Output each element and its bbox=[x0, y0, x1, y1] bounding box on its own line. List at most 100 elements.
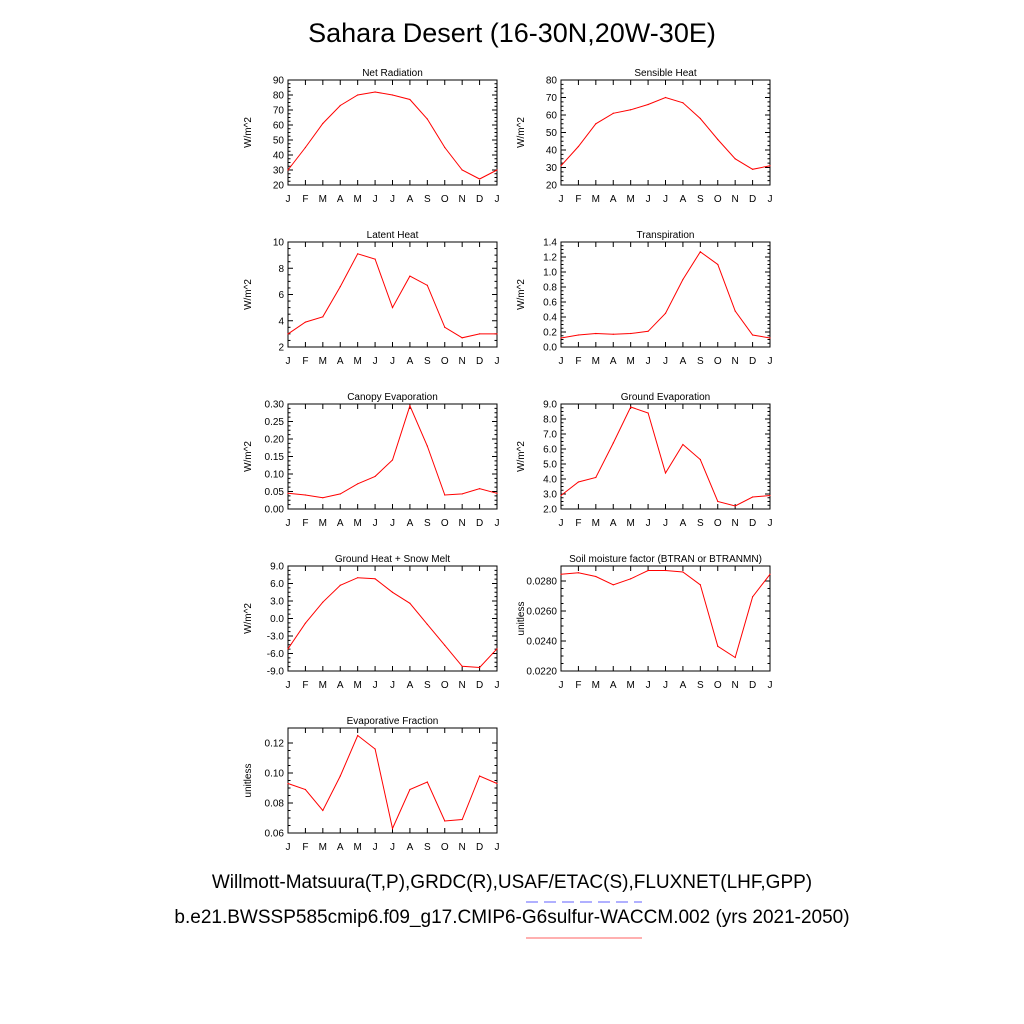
panel-title: Soil moisture factor (BTRAN or BTRANMN) bbox=[569, 554, 762, 565]
y-tick-label: 7.0 bbox=[543, 430, 557, 441]
y-tick-label: 0.25 bbox=[265, 417, 285, 428]
data-point bbox=[391, 307, 394, 309]
data-point bbox=[287, 782, 289, 785]
x-tick-label: A bbox=[680, 680, 687, 691]
y-tick-label: -9.0 bbox=[267, 667, 285, 678]
data-point bbox=[478, 488, 481, 490]
data-point bbox=[682, 571, 684, 573]
x-tick-label: O bbox=[714, 356, 722, 367]
data-point bbox=[612, 112, 614, 114]
data-point bbox=[444, 494, 446, 496]
x-tick-label: N bbox=[459, 842, 466, 853]
data-point bbox=[461, 665, 463, 667]
x-tick-label: M bbox=[319, 680, 327, 691]
x-tick-label: J bbox=[768, 194, 773, 205]
data-point bbox=[391, 459, 394, 461]
y-tick-label: 0.0 bbox=[270, 614, 284, 625]
x-tick-label: J bbox=[286, 194, 291, 205]
x-tick-label: J bbox=[373, 194, 378, 205]
y-tick-label: 1.0 bbox=[543, 268, 557, 279]
data-point bbox=[647, 412, 649, 414]
data-point bbox=[426, 445, 428, 447]
x-tick-label: S bbox=[697, 518, 704, 529]
data-point bbox=[426, 623, 428, 625]
x-tick-label: N bbox=[459, 194, 466, 205]
x-tick-label: J bbox=[663, 194, 668, 205]
data-point bbox=[496, 648, 498, 650]
x-tick-label: S bbox=[424, 518, 431, 529]
x-tick-label: S bbox=[697, 356, 704, 367]
data-point bbox=[322, 122, 324, 125]
y-tick-label: 4 bbox=[278, 316, 284, 327]
data-point bbox=[699, 251, 701, 253]
x-tick-label: J bbox=[390, 356, 395, 367]
data-point bbox=[391, 94, 394, 96]
panel-evaporative-fraction: Evaporative Fraction unitless 0.06 0.08 0.10… bbox=[243, 716, 500, 853]
data-point bbox=[751, 596, 754, 598]
data-point bbox=[322, 601, 324, 603]
x-tick-label: J bbox=[390, 680, 395, 691]
series-line bbox=[287, 253, 497, 339]
y-tick-label: -3.0 bbox=[267, 632, 285, 643]
data-point bbox=[304, 494, 307, 496]
data-point bbox=[630, 578, 632, 580]
panel-soil-moisture-factor-btran-or-btranmn: Soil moisture factor (BTRAN or BTRANMN) u… bbox=[516, 554, 773, 691]
x-tick-label: M bbox=[626, 194, 634, 205]
x-tick-label: J bbox=[373, 518, 378, 529]
panel-title: Ground Evaporation bbox=[621, 392, 711, 403]
data-point bbox=[304, 622, 307, 624]
x-tick-label: M bbox=[319, 842, 327, 853]
y-tick-label: 70 bbox=[273, 106, 285, 117]
data-point bbox=[478, 666, 481, 669]
legend-marks bbox=[526, 901, 642, 939]
data-point bbox=[717, 645, 719, 647]
y-tick-label: 1.2 bbox=[543, 253, 557, 264]
plot-frame bbox=[560, 565, 771, 672]
data-point bbox=[391, 591, 394, 593]
data-point bbox=[717, 500, 719, 503]
series-line bbox=[560, 96, 771, 170]
x-tick-label: J bbox=[373, 356, 378, 367]
data-point bbox=[322, 316, 324, 318]
data-point bbox=[734, 310, 736, 312]
data-point bbox=[339, 775, 341, 777]
data-point bbox=[664, 312, 667, 314]
x-tick-label: A bbox=[610, 356, 617, 367]
data-point bbox=[304, 146, 307, 149]
data-point bbox=[444, 326, 446, 328]
data-point bbox=[374, 578, 376, 580]
x-tick-label: F bbox=[575, 680, 581, 691]
x-tick-label: J bbox=[495, 680, 500, 691]
data-point bbox=[630, 332, 632, 335]
data-point bbox=[630, 406, 632, 408]
x-tick-label: J bbox=[768, 518, 773, 529]
series-line bbox=[287, 734, 498, 831]
panel-title: Ground Heat + Snow Melt bbox=[335, 554, 451, 565]
y-tick-label: 20 bbox=[273, 181, 285, 192]
x-tick-label: O bbox=[441, 680, 449, 691]
x-tick-label: J bbox=[286, 518, 291, 529]
x-tick-label: M bbox=[626, 356, 634, 367]
data-point bbox=[496, 492, 498, 494]
x-tick-label: J bbox=[646, 518, 651, 529]
x-tick-label: A bbox=[407, 518, 414, 529]
x-tick-label: F bbox=[302, 680, 308, 691]
data-point bbox=[769, 573, 771, 575]
x-tick-label: M bbox=[319, 518, 327, 529]
y-tick-label: 8.0 bbox=[543, 415, 557, 426]
panel-canopy-evaporation: Canopy Evaporation W/m^2 0.00 0.05 0.10 0.15 0… bbox=[243, 392, 500, 529]
y-tick-label: 20 bbox=[546, 181, 558, 192]
data-point bbox=[426, 781, 428, 783]
x-tick-label: D bbox=[476, 194, 483, 205]
x-tick-label: A bbox=[407, 194, 414, 205]
plot-frame bbox=[287, 727, 498, 834]
y-tick-label: 30 bbox=[546, 163, 558, 174]
x-tick-label: D bbox=[749, 356, 756, 367]
y-tick-label: 4.0 bbox=[543, 475, 557, 486]
data-point bbox=[682, 443, 684, 446]
x-tick-label: O bbox=[441, 518, 449, 529]
data-point bbox=[751, 334, 754, 336]
data-point bbox=[699, 584, 701, 586]
x-tick-label: N bbox=[459, 680, 466, 691]
